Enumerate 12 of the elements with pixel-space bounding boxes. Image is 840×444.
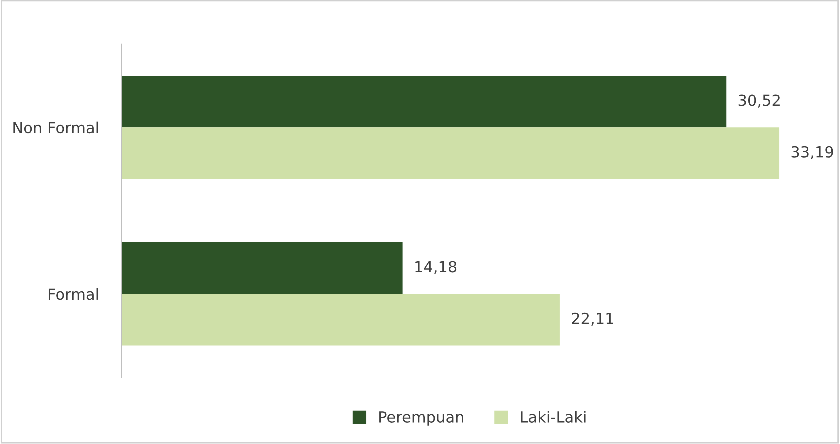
legend-label: Laki-Laki — [521, 411, 586, 423]
bar — [122, 294, 560, 346]
y-tick-label: Formal — [48, 288, 98, 300]
data-label: 22,11 — [572, 312, 614, 326]
bar — [122, 128, 780, 180]
y-tick-label: Non Formal — [14, 122, 98, 134]
data-label: 33,19 — [792, 146, 834, 160]
data-label: 30,52 — [738, 94, 780, 108]
bar — [122, 76, 727, 128]
bar — [122, 242, 403, 294]
data-label: 14,18 — [416, 261, 457, 274]
legend-label: Perempuan — [380, 412, 464, 426]
